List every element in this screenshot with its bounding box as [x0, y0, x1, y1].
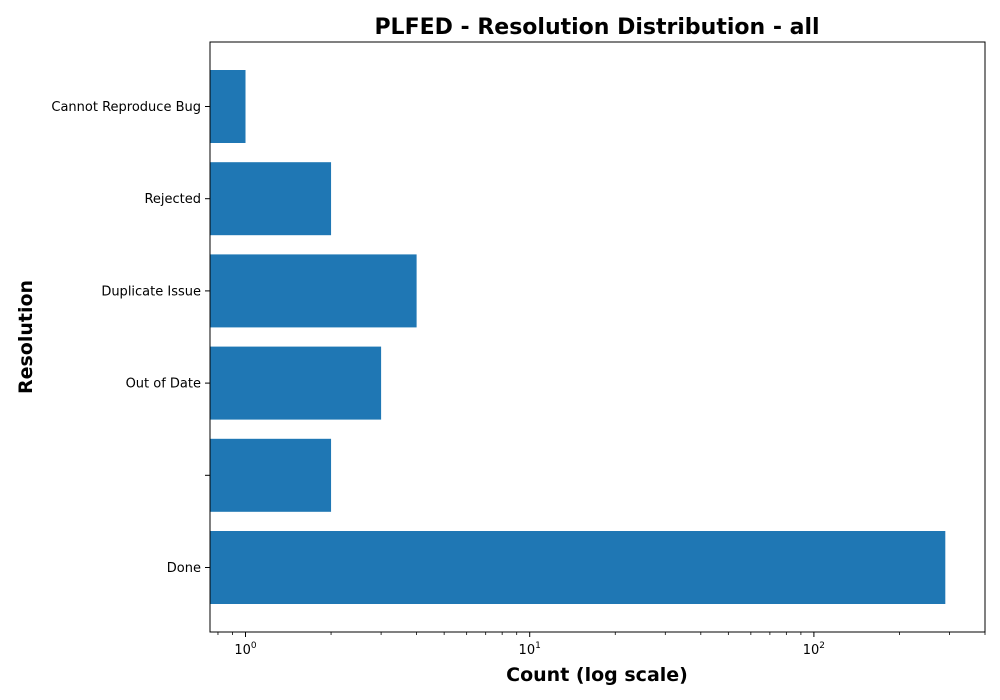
x-axis-label: Count (log scale)	[506, 664, 688, 686]
bar	[210, 438, 332, 512]
x-tick-label: 100	[234, 641, 257, 658]
y-tick-label: Rejected	[144, 192, 201, 207]
y-axis-ticks: Done Out of Date Duplicate Issue Rejected Ca…	[51, 100, 210, 576]
bar	[210, 254, 417, 328]
plot-frame	[209, 41, 986, 633]
x-axis-ticks: 100 101 102	[217, 632, 986, 658]
y-tick-label: Out of Date	[126, 377, 201, 392]
y-axis-label: Resolution	[15, 280, 37, 394]
bar	[210, 531, 946, 604]
bar	[210, 346, 382, 420]
bar	[210, 70, 246, 143]
bar	[210, 162, 332, 236]
chart-title: PLFED - Resolution Distribution - all	[374, 15, 819, 40]
y-tick-label: Duplicate Issue	[101, 284, 201, 299]
x-tick-label: 101	[519, 641, 541, 658]
y-tick-label: Done	[167, 561, 201, 576]
x-tick-label: 102	[803, 641, 825, 658]
y-tick-label: Cannot Reproduce Bug	[51, 100, 201, 115]
bars-group	[210, 70, 946, 604]
